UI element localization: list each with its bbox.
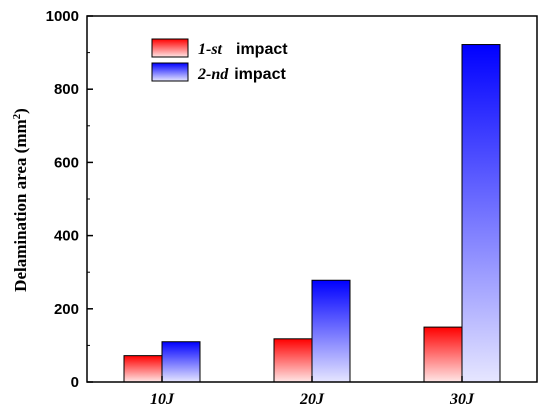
y-tick-label: 400 [54,228,79,245]
bar-20J-series1 [273,338,313,383]
y-tick-label: 200 [54,301,79,318]
y-tick-label: 0 [71,374,79,391]
y-tick-label: 600 [54,154,79,171]
y-tick-label: 1000 [46,8,79,25]
y-axis-title: Delamination area (mm2) [11,108,30,292]
y-axis-title-close: ) [11,108,30,114]
legend-label-2nd-rest: impact [234,66,286,83]
legend-label-1st-impact: 1-st impact [198,41,288,58]
plot-frame [86,15,538,383]
x-tick-label-20J: 20J [299,391,325,408]
x-axis-ticks: 10J 20J 30J [150,376,475,408]
legend-swatch-1st-impact [151,38,189,58]
legend-swatch-2nd-impact [151,62,189,82]
y-axis-ticks: 0 200 400 600 800 1000 [46,8,93,391]
x-tick-label-30J: 30J [449,391,475,408]
x-tick-label-10J: 10J [150,391,175,408]
y-tick-label: 800 [54,81,79,98]
bar-20J-series2 [311,279,351,383]
bar-10J-series1 [123,355,163,383]
legend-label-1st-rest: impact [236,41,288,58]
legend-label-2nd-italic: 2-nd [197,66,229,83]
bar-30J-series1 [423,326,463,383]
bar-30J-series2 [461,44,501,383]
legend-label-1st-italic: 1-st [198,41,223,58]
legend: 1-st impact 2-nd impact [151,38,288,83]
bar-10J-series2 [161,341,201,383]
y-axis-title-superscript: 2 [11,113,23,119]
y-axis-title-main: Delamination area (mm [11,119,30,292]
bars-layer [123,44,501,383]
legend-label-2nd-impact: 2-nd impact [197,66,286,83]
